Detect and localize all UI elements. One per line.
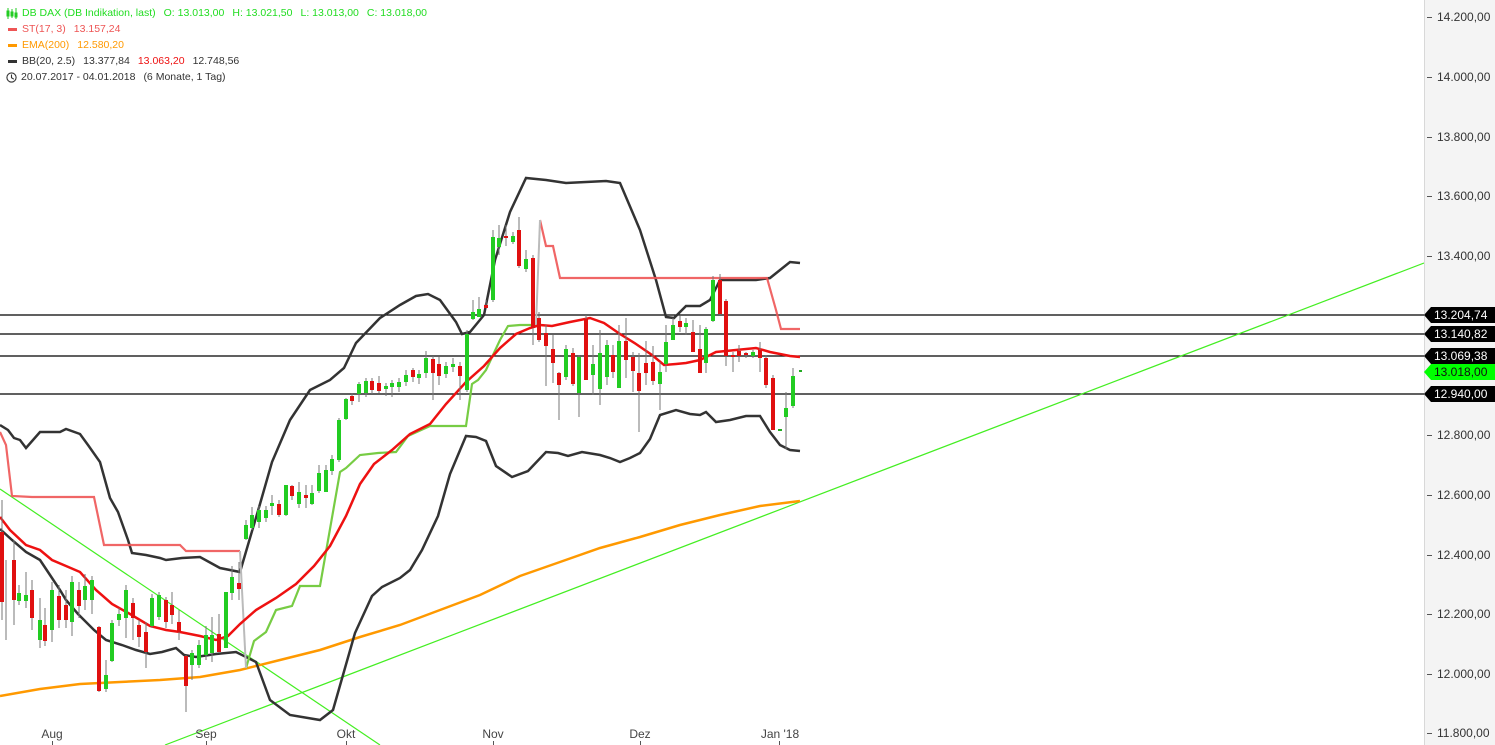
bollinger-lower: 12.748,56 bbox=[192, 55, 240, 67]
y-tick: 12.200,00 bbox=[1427, 607, 1490, 621]
ohlc-low: L: 13.013,00 bbox=[300, 7, 359, 19]
x-tick: Jan '18 bbox=[760, 727, 800, 741]
bollinger-upper: 13.377,84 bbox=[83, 55, 130, 67]
x-tick: Okt bbox=[336, 727, 356, 741]
supertrend-bull-line bbox=[244, 323, 536, 669]
hline-price-tag[interactable]: 13.204,74 bbox=[1424, 307, 1495, 323]
bollinger-bands bbox=[0, 176, 801, 722]
y-tick: 13.800,00 bbox=[1427, 130, 1490, 144]
legend-ema[interactable]: EMA(200) 12.580,20 bbox=[6, 37, 427, 53]
x-tick: Dez bbox=[629, 727, 651, 741]
last-price-tag: 13.018,00 bbox=[1424, 364, 1495, 380]
x-tick-mark bbox=[206, 741, 207, 745]
y-tick: 12.800,00 bbox=[1427, 428, 1490, 442]
ema-200-line bbox=[0, 499, 801, 698]
x-tick-mark bbox=[52, 741, 53, 745]
y-tick: 12.400,00 bbox=[1427, 548, 1490, 562]
ema-swatch-icon bbox=[8, 43, 17, 47]
x-tick-mark bbox=[493, 741, 494, 745]
bollinger-label: BB(20, 2.5) bbox=[22, 55, 76, 67]
hline-price-tag[interactable]: 12.940,00 bbox=[1424, 386, 1495, 402]
y-tick: 12.000,00 bbox=[1427, 667, 1490, 681]
ema-label: EMA(200) bbox=[22, 39, 70, 51]
supertrend-swatch-icon bbox=[8, 27, 17, 31]
x-tick: Nov bbox=[482, 727, 504, 741]
legend-supertrend[interactable]: ST(17, 3) 13.157,24 bbox=[6, 21, 427, 37]
y-tick: 14.000,00 bbox=[1427, 70, 1490, 84]
range-span: (6 Monate, 1 Tag) bbox=[143, 71, 226, 83]
legend-range[interactable]: 20.07.2017 - 04.01.2018 (6 Monate, 1 Tag… bbox=[6, 69, 427, 85]
legend-bollinger[interactable]: BB(20, 2.5) 13.377,84 13.063,20 12.748,5… bbox=[6, 53, 427, 69]
y-tick: 13.600,00 bbox=[1427, 189, 1490, 203]
bollinger-middle-line bbox=[0, 316, 801, 642]
supertrend-line bbox=[0, 219, 800, 553]
ohlc-high: H: 13.021,50 bbox=[232, 7, 293, 19]
y-tick: 14.200,00 bbox=[1427, 10, 1490, 24]
ohlc-open: O: 13.013,00 bbox=[163, 7, 225, 19]
legend-instrument[interactable]: DB DAX (DB Indikation, last) O: 13.013,0… bbox=[6, 5, 427, 21]
hline-price-tag[interactable]: 13.069,38 bbox=[1424, 348, 1495, 364]
ohlc-close: C: 13.018,00 bbox=[366, 7, 428, 19]
ema-value: 12.580,20 bbox=[77, 39, 124, 51]
x-tick: Aug bbox=[41, 727, 63, 741]
supertrend-label: ST(17, 3) bbox=[22, 23, 66, 35]
chart-legend: DB DAX (DB Indikation, last) O: 13.013,0… bbox=[6, 5, 427, 85]
x-tick-mark bbox=[779, 741, 780, 745]
price-chart[interactable] bbox=[0, 0, 1424, 745]
supertrend-transition bbox=[239, 219, 541, 669]
x-tick: Sep bbox=[195, 727, 217, 741]
range-dates: 20.07.2017 - 04.01.2018 bbox=[21, 71, 136, 83]
hline-price-tag[interactable]: 13.140,82 bbox=[1424, 326, 1495, 342]
candlesticks[interactable] bbox=[0, 217, 802, 712]
x-tick-mark bbox=[346, 741, 347, 745]
clock-icon bbox=[6, 71, 17, 83]
trendlines[interactable] bbox=[0, 262, 1424, 745]
bollinger-middle: 13.063,20 bbox=[137, 55, 185, 67]
supertrend-value: 13.157,24 bbox=[73, 23, 121, 35]
bollinger-swatch-icon bbox=[8, 59, 17, 63]
y-tick: 13.400,00 bbox=[1427, 249, 1490, 263]
y-tick: 11.800,00 bbox=[1427, 726, 1490, 740]
instrument-label: DB DAX (DB Indikation, last) bbox=[22, 7, 156, 19]
x-tick-mark bbox=[640, 741, 641, 745]
candlestick-icon bbox=[6, 7, 18, 19]
y-tick: 12.600,00 bbox=[1427, 488, 1490, 502]
